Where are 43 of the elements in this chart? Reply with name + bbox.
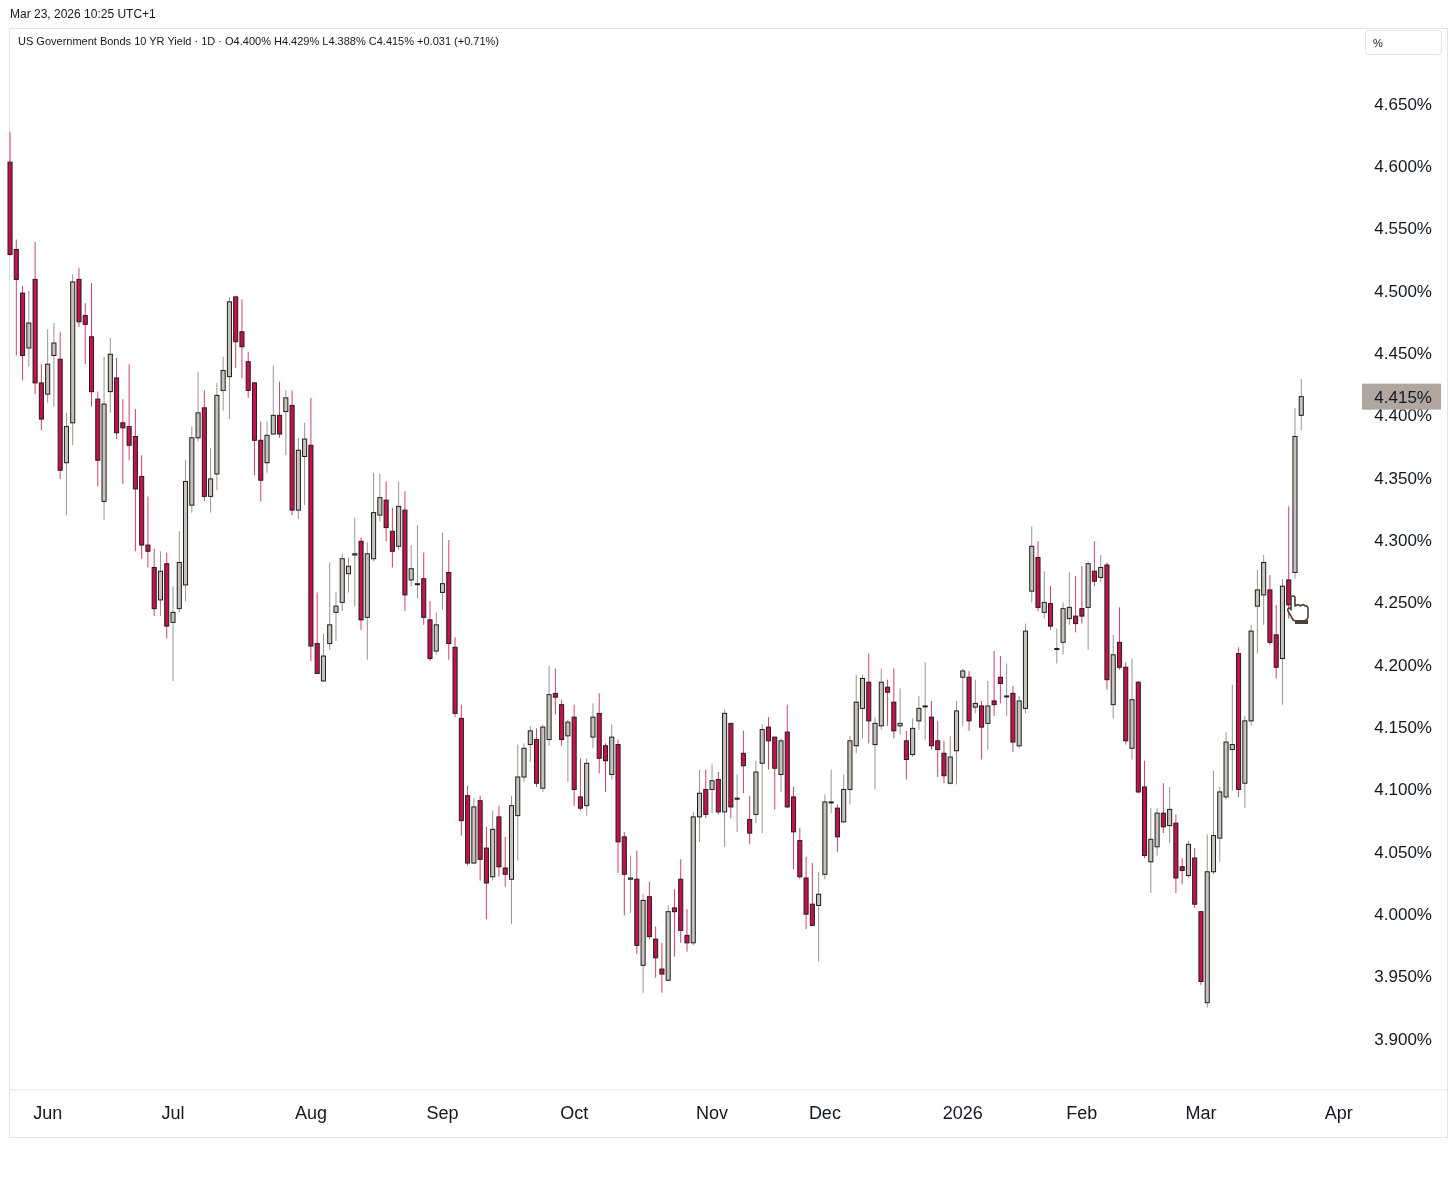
x-tick-label: Sep: [426, 1103, 459, 1123]
x-tick-label: Nov: [696, 1103, 729, 1123]
candlestick: [333, 591, 339, 642]
candlestick: [51, 322, 57, 408]
y-tick-label: 4.000%: [1374, 905, 1432, 925]
candlestick: [747, 795, 753, 845]
text: US Government Bonds 10 YR Yield · 1D · O4.400% H4.429% L4.388% C4.415% +0.031 (+0.71%): [18, 35, 500, 47]
y-tick-label: 4.600%: [1374, 156, 1432, 176]
y-tick-label: 3.900%: [1374, 1029, 1432, 1049]
x-tick-label: Aug: [294, 1103, 327, 1123]
candlestick: [653, 926, 659, 979]
y-tick-label: 4.650%: [1374, 94, 1432, 114]
y-tick-label: 4.250%: [1374, 593, 1432, 613]
candlestick: [991, 650, 997, 717]
x-tick-label: Feb: [1066, 1103, 1098, 1123]
y-tick-label: 4.300%: [1374, 531, 1432, 550]
y-tick-label: 4.200%: [1374, 655, 1432, 675]
y-tick-label: 4.400%: [1374, 406, 1432, 426]
x-tick-label: Dec: [808, 1103, 841, 1123]
text: 4.415%: [1374, 387, 1432, 407]
candlestick: [916, 695, 922, 731]
text: %: [1373, 37, 1383, 49]
x-tick-label: Jul: [161, 1103, 185, 1123]
x-tick-label: 2026: [942, 1103, 983, 1123]
candlestick: [327, 561, 333, 651]
y-tick-label: 4.150%: [1374, 718, 1432, 738]
y-tick-label: 4.450%: [1374, 343, 1432, 363]
candlestick: [740, 730, 746, 794]
text: Mar 23, 2026 10:25 UTC+1: [10, 7, 157, 21]
candlestick: [922, 661, 928, 741]
y-tick-label: 4.350%: [1374, 468, 1432, 488]
y-tick-label: 4.100%: [1374, 780, 1432, 800]
y-tick-label: 4.500%: [1374, 281, 1432, 301]
y-tick-label: 4.050%: [1374, 842, 1432, 862]
x-tick-label: Jun: [33, 1103, 63, 1123]
x-tick-label: Mar: [1185, 1103, 1217, 1123]
x-tick-label: Apr: [1324, 1103, 1353, 1123]
y-tick-label: 3.950%: [1374, 967, 1432, 987]
candlestick: [1298, 378, 1304, 431]
y-tick-label: 4.550%: [1374, 219, 1432, 239]
x-tick-label: Oct: [560, 1103, 589, 1123]
candlestick: [997, 655, 1003, 704]
candlestick: [1054, 628, 1060, 665]
